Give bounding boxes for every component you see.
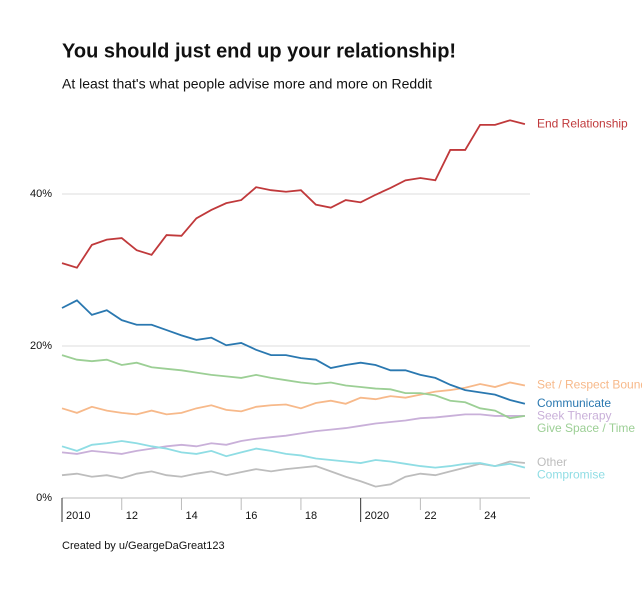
legend-label: Communicate (537, 396, 611, 410)
chart-title: You should just end up your relationship… (62, 40, 456, 62)
legend-label: Other (537, 455, 567, 469)
x-tick-label: 22 (424, 510, 436, 522)
x-tick-label: 16 (245, 510, 257, 522)
x-tick-label: 14 (185, 510, 197, 522)
x-tick-label: 2010 (66, 510, 90, 522)
line-series (61, 460, 526, 488)
x-tick-label: 18 (305, 510, 317, 522)
y-tick-label: 20% (30, 340, 52, 352)
legend-label: Compromise (537, 468, 605, 482)
x-tick-label: 2020 (365, 510, 389, 522)
line-series (61, 119, 526, 269)
legend-label: Set / Respect Boundaries (537, 378, 642, 392)
legend-label: Seek Therapy (537, 408, 612, 422)
caption: Created by u/GeargeDaGreat123 (62, 540, 225, 552)
y-tick-label: 40% (30, 188, 52, 200)
y-tick-label: 0% (36, 492, 52, 504)
line-series (61, 413, 525, 455)
x-tick-label: 12 (126, 510, 138, 522)
line-series (61, 381, 526, 416)
x-tick-label: 24 (484, 510, 496, 522)
legend-label: End Relationship (537, 116, 628, 130)
legend-label: Give Space / Time (537, 421, 635, 435)
line-series (61, 354, 526, 420)
line-series (61, 299, 526, 405)
chart-subtitle: At least that's what people advise more … (62, 76, 432, 92)
line-series (61, 440, 526, 469)
